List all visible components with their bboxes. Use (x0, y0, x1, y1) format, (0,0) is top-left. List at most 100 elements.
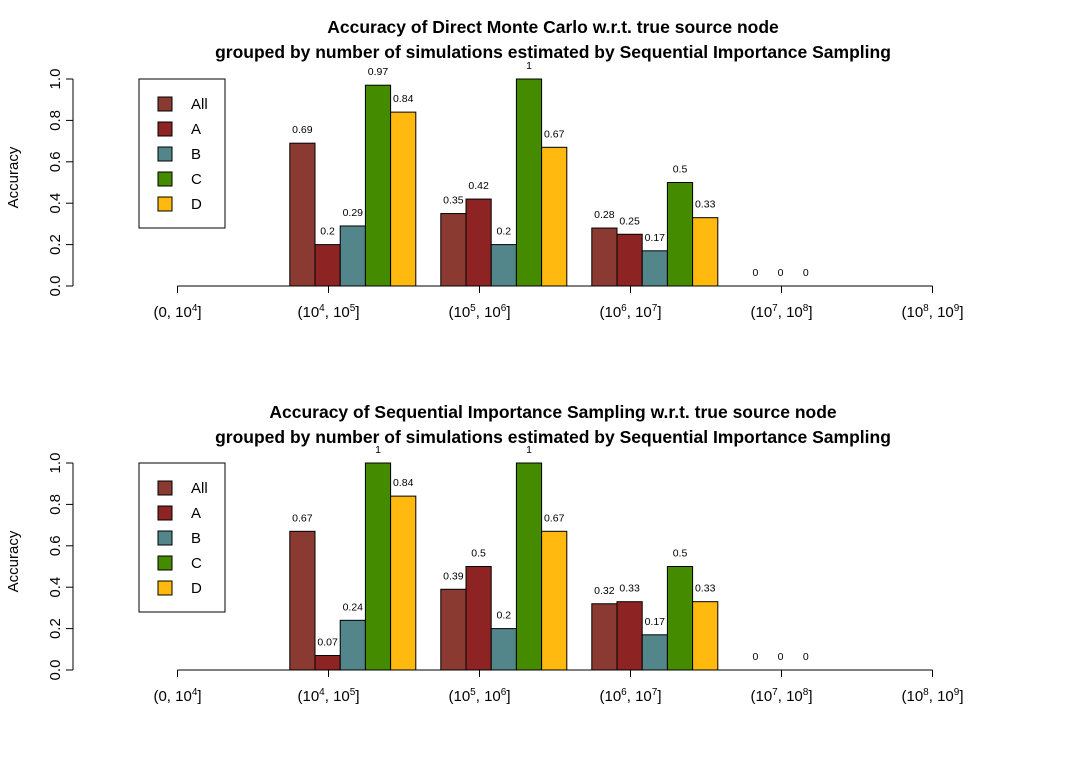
data-label: 0 (778, 267, 784, 279)
data-label: 0.5 (673, 548, 688, 560)
data-label: 0.25 (619, 215, 640, 227)
bar-b-2 (490, 628, 517, 671)
data-label: 0.42 (468, 180, 489, 192)
legend-label-a: A (191, 505, 201, 522)
data-label: 0 (752, 651, 758, 663)
bar-c-2 (515, 462, 543, 671)
legend-swatch-all (157, 96, 173, 112)
bar-all-2 (440, 588, 467, 671)
bar-b-2 (490, 244, 517, 287)
y-axis-label: Accuracy (5, 530, 22, 592)
bar-c-1 (364, 462, 392, 671)
data-label: 0 (803, 267, 809, 279)
data-label: 1 (526, 60, 532, 72)
bar-a-2 (465, 198, 492, 287)
data-label: 1 (526, 444, 532, 456)
legend-label-d: D (191, 580, 202, 597)
legend-box (138, 462, 226, 613)
x-tick-label: (108, 109] (901, 303, 963, 321)
data-label: 0.2 (496, 610, 511, 622)
data-label: 0.39 (443, 570, 464, 582)
bar-b-1 (339, 225, 366, 287)
data-label: 0.67 (544, 512, 565, 524)
bar-c-3 (666, 182, 694, 287)
y-tick-label: 0.0 (47, 660, 64, 681)
x-tick-label: (107, 108] (750, 303, 812, 321)
data-label: 0.84 (393, 93, 414, 105)
bar-b-3 (641, 634, 668, 671)
chart-title-line: grouped by number of simulations estimat… (215, 42, 891, 62)
legend-label-b: B (191, 146, 201, 163)
y-tick-label: 1.0 (47, 453, 64, 474)
data-label: 0.35 (443, 195, 464, 207)
y-tick-label: 0.8 (47, 110, 64, 131)
data-label: 0.67 (292, 512, 313, 524)
data-label: 0.69 (292, 124, 313, 136)
data-label: 0.28 (594, 209, 615, 221)
chart-title-line: Accuracy of Sequential Importance Sampli… (269, 402, 837, 422)
data-label: 0.5 (471, 548, 486, 560)
bar-a-3 (616, 233, 643, 287)
x-tick-label: (108, 109] (901, 687, 963, 705)
data-label: 1 (375, 444, 381, 456)
data-label: 0.17 (645, 616, 666, 628)
data-label: 0 (752, 267, 758, 279)
data-label: 0.33 (619, 583, 640, 595)
data-label: 0.29 (343, 207, 364, 219)
y-tick-label: 0.4 (47, 193, 64, 214)
data-label: 0.33 (695, 583, 716, 595)
data-label: 0.07 (317, 637, 338, 649)
legend-label-d: D (191, 196, 202, 213)
legend-label-all: All (191, 96, 208, 113)
legend-swatch-a (157, 121, 173, 137)
data-label: 0.33 (695, 199, 716, 211)
x-tick-label: (104, 105] (297, 687, 359, 705)
data-label: 0 (803, 651, 809, 663)
bar-d-3 (692, 601, 719, 671)
chart-title-line: Accuracy of Direct Monte Carlo w.r.t. tr… (327, 17, 779, 37)
legend-label-b: B (191, 530, 201, 547)
bar-all-1 (289, 142, 316, 287)
legend-swatch-a (157, 505, 173, 521)
chart-panel-sequential-importance-sampling: Accuracy of Sequential Importance Sampli… (5, 402, 964, 705)
legend-swatch-c (157, 555, 173, 571)
y-tick-label: 0.4 (47, 577, 64, 598)
x-tick-label: (106, 107] (599, 687, 661, 705)
bar-c-2 (515, 78, 543, 287)
x-tick-label: (107, 108] (750, 687, 812, 705)
x-tick-label: (0, 104] (153, 303, 201, 321)
x-tick-label: (0, 104] (153, 687, 201, 705)
chart-panel-direct-monte-carlo: Accuracy of Direct Monte Carlo w.r.t. tr… (5, 17, 964, 321)
x-tick-label: (106, 107] (599, 303, 661, 321)
data-label: 0.84 (393, 477, 414, 489)
bar-a-3 (616, 601, 643, 671)
bar-all-1 (289, 530, 316, 671)
bar-all-3 (591, 227, 618, 287)
x-tick-label: (105, 106] (448, 303, 510, 321)
bar-d-1 (390, 111, 417, 287)
y-tick-label: 0.8 (47, 494, 64, 515)
data-label: 0.24 (343, 601, 364, 613)
legend-label-a: A (191, 121, 201, 138)
legend-swatch-all (157, 480, 173, 496)
legend-box (138, 78, 226, 229)
data-label: 0.2 (496, 226, 511, 238)
y-tick-label: 1.0 (47, 69, 64, 90)
legend-swatch-c (157, 171, 173, 187)
y-tick-label: 0.0 (47, 276, 64, 297)
bar-d-1 (390, 495, 417, 671)
y-tick-label: 0.2 (47, 618, 64, 639)
data-label: 0.97 (368, 66, 389, 78)
chart-title-line: grouped by number of simulations estimat… (215, 427, 891, 447)
legend-swatch-d (157, 196, 173, 212)
y-tick-label: 0.6 (47, 535, 64, 556)
data-label: 0.17 (645, 232, 666, 244)
bar-d-2 (541, 530, 568, 671)
x-tick-label: (104, 105] (297, 303, 359, 321)
data-label: 0 (778, 651, 784, 663)
bar-d-2 (541, 146, 568, 287)
bar-all-3 (591, 603, 618, 671)
